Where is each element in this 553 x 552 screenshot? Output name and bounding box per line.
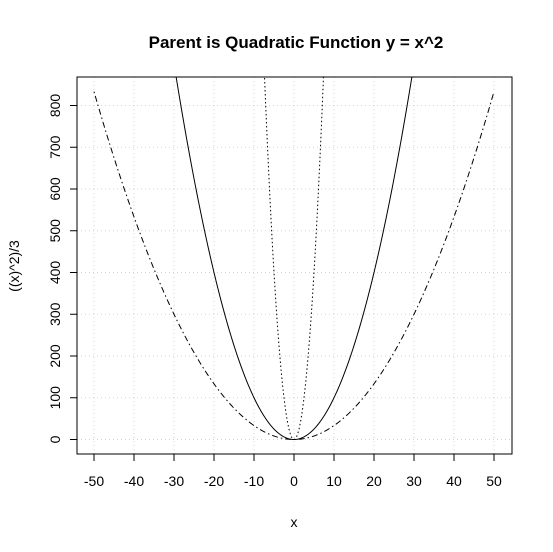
y-tick-label: 300 (47, 302, 63, 326)
x-tick-label: -30 (164, 473, 184, 489)
y-axis: 0 100 200 300 400 500 600 700 800 (47, 94, 78, 443)
x-axis-label: x (291, 514, 298, 530)
x-axis: -50 -40 -30 -20 -10 0 10 20 30 40 50 (84, 453, 502, 489)
curves (93, 77, 495, 441)
y-tick-label: 700 (47, 135, 63, 159)
x-tick-label: 10 (326, 473, 342, 489)
x-tick-label: 50 (486, 473, 502, 489)
y-tick-label: 200 (47, 344, 63, 368)
grid (77, 77, 512, 454)
y-tick-label: 500 (47, 219, 63, 243)
x-tick-label: -10 (244, 473, 264, 489)
chart-title: Parent is Quadratic Function y = x^2 (149, 33, 444, 52)
x-tick-label: -50 (84, 473, 104, 489)
x-tick-label: 30 (406, 473, 422, 489)
y-tick-label: 100 (47, 386, 63, 410)
y-tick-label: 0 (47, 435, 63, 443)
y-tick-label: 800 (47, 94, 63, 118)
x-tick-label: 40 (446, 473, 462, 489)
y-axis-label: ((x)^2)/3 (6, 240, 22, 292)
series-line (264, 77, 324, 441)
x-tick-label: 20 (366, 473, 382, 489)
x-tick-label: -40 (124, 473, 144, 489)
y-tick-label: 400 (47, 261, 63, 285)
y-tick-label: 600 (47, 177, 63, 201)
x-tick-label: -20 (204, 473, 224, 489)
x-tick-label: 0 (290, 473, 298, 489)
series-line (175, 77, 413, 441)
